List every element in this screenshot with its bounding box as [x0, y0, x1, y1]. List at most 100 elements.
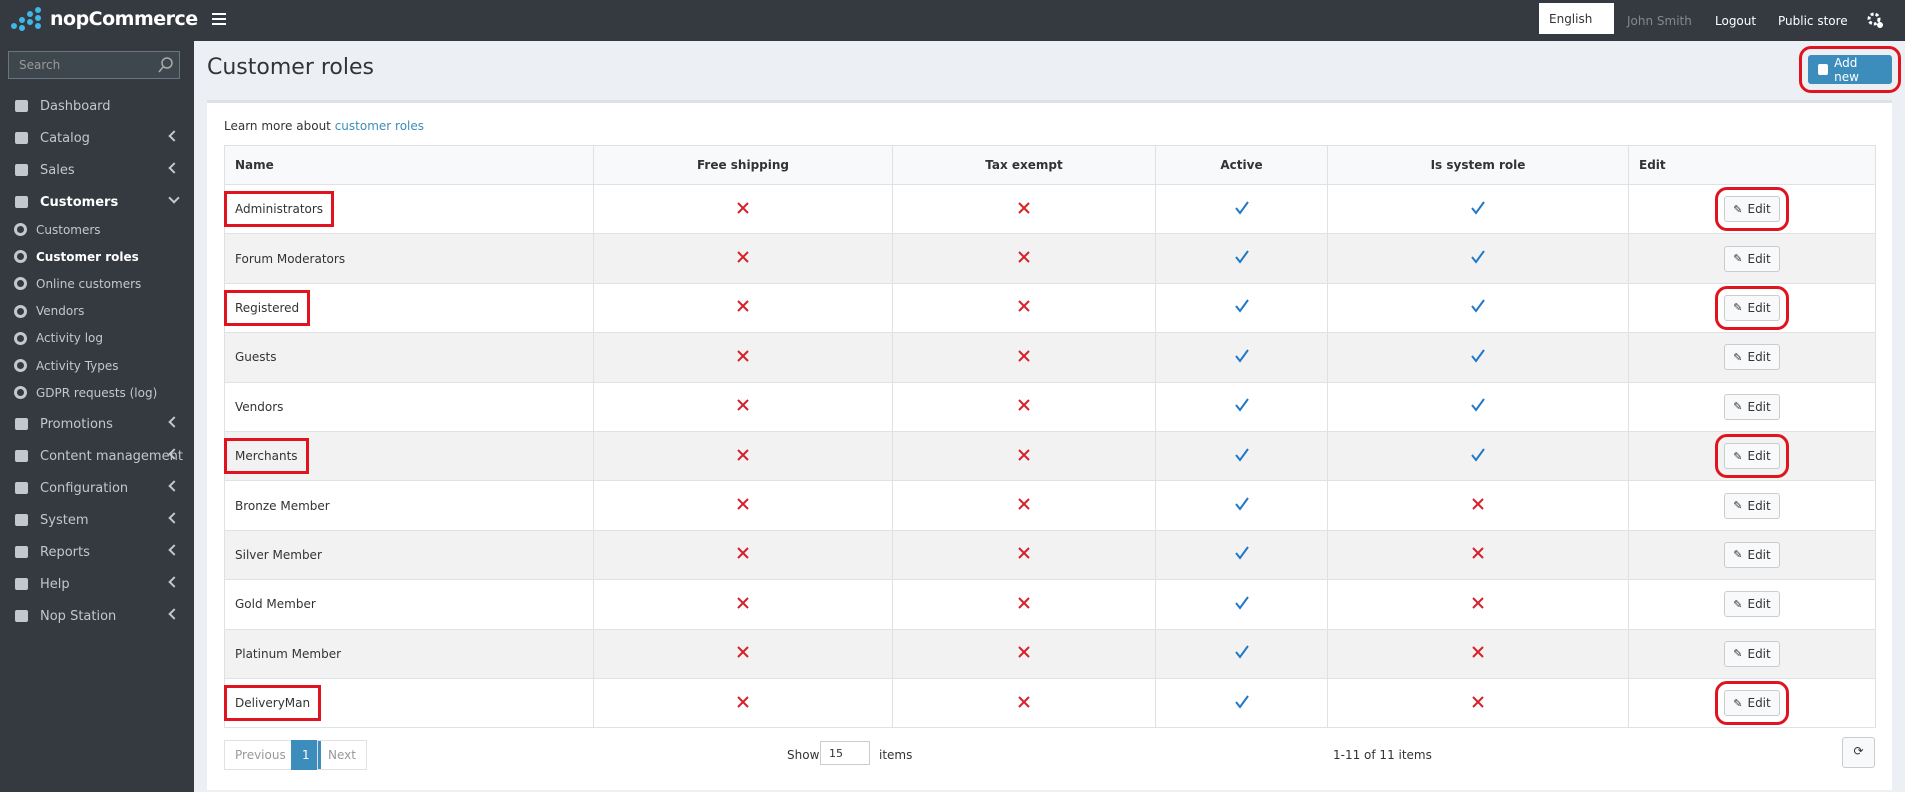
cross-icon: [737, 646, 749, 658]
is-system-role-cell: [1327, 628, 1629, 679]
is-system-role-cell: [1327, 332, 1629, 383]
nav-icon: [14, 386, 27, 400]
nav-subitem[interactable]: Activity log: [0, 325, 194, 352]
nav-subitem[interactable]: Activity Types: [0, 352, 194, 379]
edit-button[interactable]: ✎ Edit: [1724, 393, 1780, 420]
cross-icon: [737, 695, 749, 708]
cross-icon: [1018, 597, 1030, 609]
public-store-link[interactable]: Public store: [1778, 14, 1848, 28]
next-button[interactable]: Next: [317, 740, 367, 770]
active-cell: [1155, 233, 1328, 284]
name-cell: Platinum Member: [224, 628, 594, 679]
is-system-role-cell: [1327, 381, 1629, 432]
edit-button[interactable]: ✎ Edit: [1724, 245, 1780, 272]
active-cell: [1155, 282, 1328, 334]
nav-item[interactable]: Content management: [0, 441, 194, 471]
nav-item[interactable]: Dashboard: [0, 91, 194, 121]
nav-subitem[interactable]: Customer roles: [0, 243, 194, 270]
active-cell: [1155, 183, 1328, 235]
table-row: Registered ✎ Edit: [223, 282, 1876, 334]
edit-button[interactable]: ✎ Edit: [1724, 492, 1780, 519]
free-shipping-cell: [593, 332, 893, 383]
menu-toggle[interactable]: [212, 13, 226, 25]
previous-button[interactable]: Previous: [224, 740, 297, 770]
check-icon: [1234, 201, 1249, 215]
nav-label: Content management: [40, 448, 183, 464]
edit-button[interactable]: ✎ Edit: [1724, 344, 1780, 371]
nav-item[interactable]: Sales: [0, 155, 194, 185]
role-name: Forum Moderators: [235, 251, 346, 266]
nav-icon: [14, 223, 27, 236]
cross-icon: [737, 547, 749, 560]
nav-item[interactable]: Promotions: [0, 409, 194, 439]
refresh-button[interactable]: ⟳: [1842, 737, 1875, 768]
name-cell: DeliveryMan: [223, 677, 594, 729]
nav-item[interactable]: Configuration: [0, 473, 194, 503]
free-shipping-cell: [593, 579, 893, 630]
name-cell: Gold Member: [224, 579, 594, 630]
column-header: Edit: [1628, 145, 1876, 185]
search-input[interactable]: Search: [8, 51, 180, 79]
nav-item[interactable]: Catalog: [0, 123, 194, 153]
learn-more-link[interactable]: customer roles: [334, 119, 425, 133]
cross-icon: [1472, 498, 1484, 510]
free-shipping-cell: [593, 677, 893, 729]
check-icon: [1471, 250, 1485, 264]
logo[interactable]: nopCommerce: [8, 6, 198, 32]
active-cell: [1155, 677, 1328, 729]
tax-exempt-cell: [892, 480, 1156, 531]
cross-icon: [737, 251, 749, 263]
nav-item[interactable]: Help: [0, 569, 194, 599]
page-size-select[interactable]: 15: [820, 741, 870, 765]
nav-subitem[interactable]: Online customers: [0, 270, 194, 297]
nav-label: Nop Station: [40, 608, 117, 624]
tax-exempt-cell: [892, 183, 1156, 235]
nav-icon: [15, 418, 28, 431]
edit-button[interactable]: ✎ Edit: [1715, 434, 1789, 479]
edit-cell: ✎ Edit: [1628, 282, 1876, 334]
search-icon[interactable]: [158, 57, 174, 73]
nav-subitem[interactable]: Vendors: [0, 298, 194, 325]
edit-label: Edit: [1747, 696, 1771, 711]
nav-subitem[interactable]: GDPR requests (log): [0, 379, 194, 406]
check-icon: [1234, 645, 1249, 659]
table-row: Gold Member ✎ Edit: [224, 579, 1876, 630]
nav-icon: [15, 482, 28, 495]
nav-subitem[interactable]: Customers: [0, 216, 194, 243]
edit-button[interactable]: ✎ Edit: [1715, 681, 1789, 726]
table-row: Silver Member ✎ Edit: [224, 529, 1876, 581]
page-button[interactable]: 1: [291, 740, 321, 770]
free-shipping-cell: [593, 529, 893, 581]
name-cell: Forum Moderators: [224, 233, 594, 284]
cross-icon: [737, 350, 749, 362]
language-select[interactable]: English: [1539, 3, 1614, 34]
active-cell: [1155, 430, 1328, 482]
column-header: Name: [224, 145, 594, 185]
free-shipping-cell: [593, 233, 893, 284]
edit-button[interactable]: ✎ Edit: [1724, 591, 1780, 618]
nav-icon: [15, 100, 28, 112]
is-system-role-cell: [1327, 233, 1629, 284]
name-cell: Registered: [223, 282, 594, 334]
cross-icon: [1018, 547, 1030, 560]
nav-item[interactable]: Reports: [0, 537, 194, 567]
edit-button[interactable]: ✎ Edit: [1724, 541, 1780, 568]
edit-cell: ✎ Edit: [1628, 529, 1876, 581]
add-new-button[interactable]: Add new: [1799, 46, 1901, 93]
logout-link[interactable]: Logout: [1715, 14, 1757, 28]
check-icon: [1234, 695, 1249, 709]
add-new-label: Add new: [1834, 55, 1859, 84]
edit-button[interactable]: ✎ Edit: [1724, 640, 1780, 667]
settings-icon[interactable]: [1866, 11, 1884, 29]
nav-item[interactable]: Customers: [0, 187, 194, 217]
free-shipping-cell: [593, 628, 893, 679]
nav-label: Activity log: [36, 331, 103, 346]
nav-item[interactable]: Nop Station: [0, 601, 194, 631]
edit-button[interactable]: ✎ Edit: [1715, 187, 1789, 232]
role-name: Gold Member: [235, 597, 316, 612]
header-row: Name Free shipping Tax exempt Active Is syst…: [224, 145, 1876, 185]
check-icon: [1471, 448, 1485, 462]
nav-item[interactable]: System: [0, 505, 194, 535]
edit-button[interactable]: ✎ Edit: [1715, 285, 1789, 330]
check-icon: [1234, 596, 1249, 610]
